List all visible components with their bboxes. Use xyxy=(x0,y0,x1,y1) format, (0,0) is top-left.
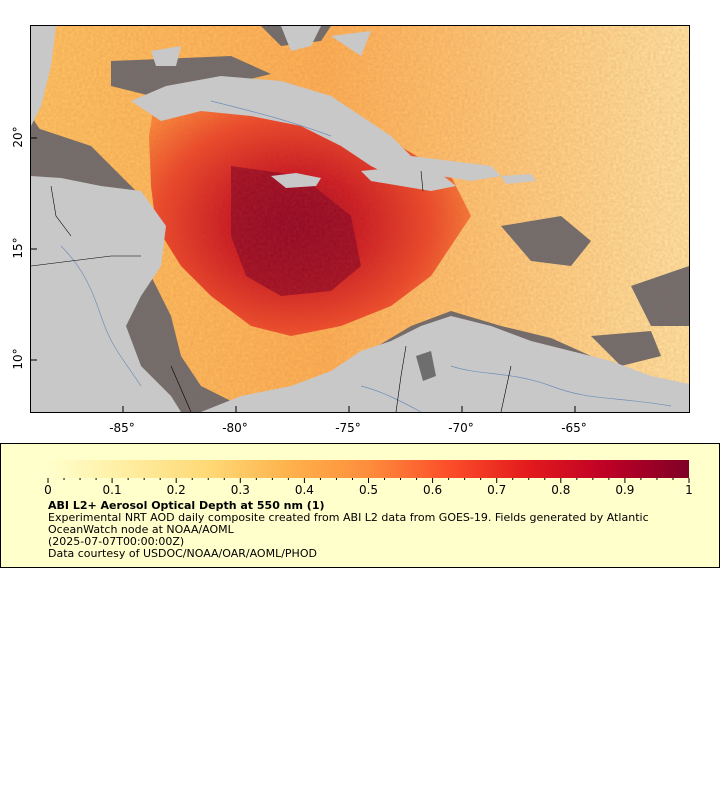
x-tick-label: -85° xyxy=(109,421,135,435)
land-lake-maracaibo xyxy=(416,351,436,381)
colorbar-tick-label: 0.8 xyxy=(551,483,570,497)
land-puerto-rico xyxy=(501,174,536,184)
colorbar-tick-label: 0 xyxy=(44,483,52,497)
legend-date: (2025-07-07T00:00:00Z) xyxy=(48,535,185,548)
colorbar-tick-label: 0.4 xyxy=(295,483,314,497)
aod-map xyxy=(31,26,689,412)
colorbar-tick-label: 0.5 xyxy=(359,483,378,497)
colorbar-tick-label: 0.2 xyxy=(167,483,186,497)
colorbar: 0 0.1 0.2 0.3 0.4 0.5 0.6 0.7 0.8 0.9 1 xyxy=(44,460,693,497)
legend-description: Experimental NRT AOD daily composite cre… xyxy=(48,511,649,536)
colorbar-tick-label: 0.9 xyxy=(615,483,634,497)
land-yucatan xyxy=(31,26,56,126)
rivers xyxy=(60,100,672,412)
colorbar-gradient xyxy=(48,460,689,478)
country-borders xyxy=(31,170,512,412)
x-tick-label: -80° xyxy=(222,421,248,435)
land-south-america xyxy=(201,316,689,412)
legend-text: ABI L2+ Aerosol Optical Depth at 550 nm … xyxy=(48,500,688,560)
legend-panel: 0 0.1 0.2 0.3 0.4 0.5 0.6 0.7 0.8 0.9 1 ABI L2+ Ae… xyxy=(0,443,720,568)
colorbar-tick-label: 0.6 xyxy=(423,483,442,497)
colorbar-ticks xyxy=(47,478,690,483)
colorbar-tick-label: 1 xyxy=(685,483,693,497)
axis-labels: -85° -80° -75° -70° -65° 20° 15° 10° xyxy=(11,126,587,435)
colorbar-tick-label: 0.3 xyxy=(231,483,250,497)
x-tick-label: -70° xyxy=(448,421,474,435)
land-islands xyxy=(151,26,371,66)
y-tick-label: 15° xyxy=(11,237,25,258)
colorbar-labels: 0 0.1 0.2 0.3 0.4 0.5 0.6 0.7 0.8 0.9 1 xyxy=(44,483,693,497)
legend-title: ABI L2+ Aerosol Optical Depth at 550 nm … xyxy=(48,499,325,512)
map-panel xyxy=(30,25,690,413)
y-tick-label: 10° xyxy=(11,348,25,369)
land-cuba xyxy=(131,76,501,181)
map-frame-ticks xyxy=(31,137,576,412)
colorbar-tick-label: 0.7 xyxy=(487,483,506,497)
land-hispaniola xyxy=(361,166,456,191)
land-jamaica xyxy=(271,173,321,188)
colorbar-tick-label: 0.1 xyxy=(103,483,122,497)
legend-credit: Data courtesy of USDOC/NOAA/OAR/AOML/PHO… xyxy=(48,547,317,560)
land-central-america xyxy=(31,176,181,412)
x-tick-label: -65° xyxy=(561,421,587,435)
y-tick-label: 20° xyxy=(11,126,25,147)
x-tick-label: -75° xyxy=(335,421,361,435)
